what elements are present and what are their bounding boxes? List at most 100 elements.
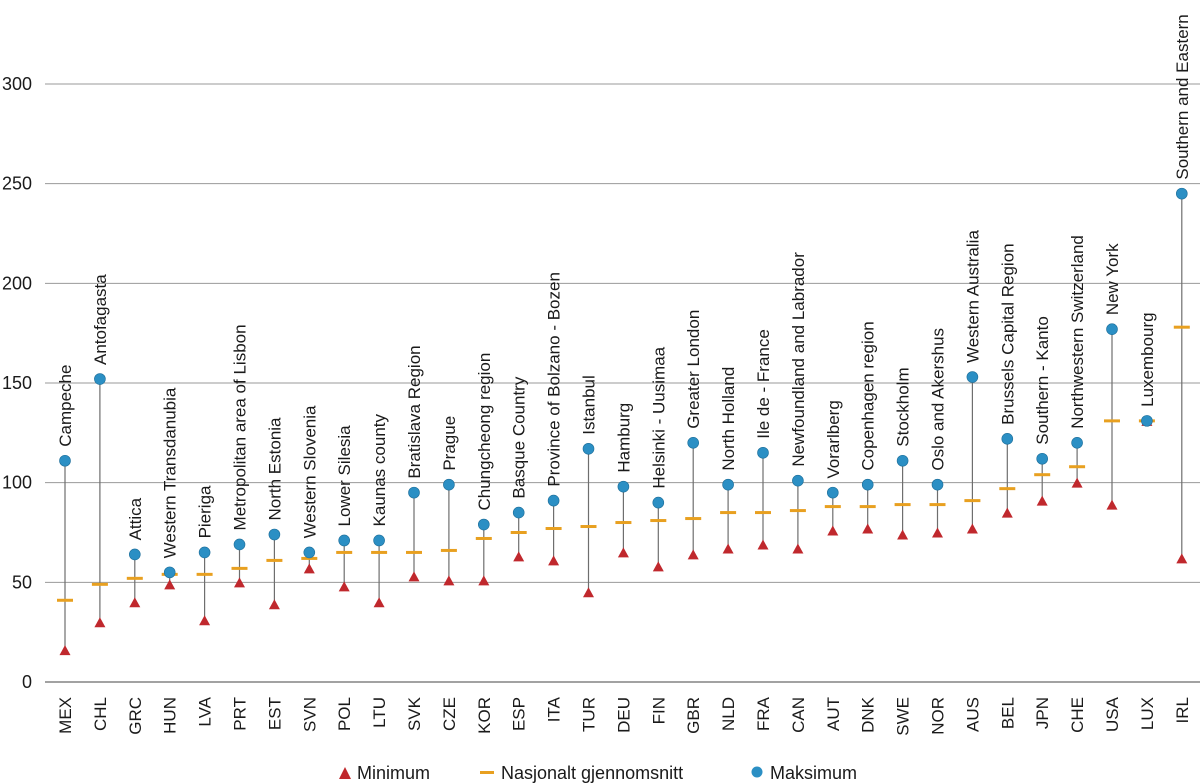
maximum-marker [896, 454, 909, 467]
minimum-marker [164, 579, 176, 590]
x-axis-ticks: MEX CHL GRC HUN LVA PRT EST SVN POL LTU SVK CZE KOR E… [56, 696, 1192, 735]
region-label: Brussels Capital Region [998, 243, 1017, 424]
average-marker [57, 598, 73, 602]
y-tick-label: 100 [2, 473, 32, 493]
maximum-marker [1106, 323, 1118, 335]
minimum-marker [757, 539, 769, 550]
minimum-marker [373, 597, 385, 608]
region-label: Stockholm [894, 367, 913, 446]
legend-maximum-label: Maksimum [770, 763, 857, 783]
minimum-marker [338, 581, 350, 592]
average-marker [1034, 473, 1051, 477]
minimum-marker [268, 599, 280, 610]
x-tick-label: AUS [963, 697, 982, 732]
region-label: Northwestern Switzerland [1068, 235, 1087, 429]
maximum-marker [94, 373, 106, 385]
minimum-marker [862, 523, 874, 534]
y-tick-label: 200 [2, 273, 32, 293]
maximum-marker [687, 436, 700, 449]
region-label: Metropolitan area of Lisbon [231, 324, 250, 530]
average-marker [685, 517, 702, 521]
average-marker [231, 566, 248, 570]
x-tick-label: MEX [56, 697, 75, 734]
gridlines [45, 83, 1200, 583]
region-label: Western Transdanubia [161, 387, 180, 558]
average-marker [1104, 419, 1120, 423]
maximum-marker [1001, 433, 1014, 445]
average-marker [615, 521, 632, 525]
region-label: Chungcheong region [475, 353, 494, 511]
maximum-marker [268, 528, 281, 541]
region-label: Lower Silesia [335, 425, 354, 527]
x-tick-label: SVN [300, 697, 319, 732]
region-label: New York [1103, 243, 1122, 315]
minimum-marker [94, 617, 106, 628]
minimum-marker [932, 527, 943, 538]
average-markers [57, 325, 1190, 602]
maximum-marker [198, 546, 211, 559]
x-tick-label: SVK [405, 696, 424, 731]
region-label: Hamburg [614, 403, 633, 473]
maximum-marker [582, 442, 595, 455]
maximum-marker [652, 496, 665, 509]
maximum-marker [1036, 452, 1048, 465]
maximum-marker [338, 534, 351, 547]
x-tick-label: ESP [510, 697, 529, 731]
maximum-marker [722, 478, 734, 491]
x-tick-label: PRT [231, 697, 250, 731]
average-marker [301, 556, 318, 560]
maximum-marker [1141, 415, 1153, 427]
x-tick-label: LTU [370, 697, 389, 728]
x-tick-label: TUR [580, 697, 599, 732]
maximum-marker [1071, 436, 1083, 449]
x-tick-label: FIN [649, 697, 668, 724]
region-label: Luxembourg [1138, 312, 1157, 407]
y-axis-ticks: 0 50 100 150 200 250 300 [2, 74, 32, 692]
average-marker [789, 509, 806, 513]
x-tick-label: FRA [754, 696, 773, 731]
average-marker [859, 505, 876, 509]
minimum-marker [513, 551, 525, 562]
region-label: Istanbul [580, 375, 599, 435]
maximum-marker [1176, 187, 1188, 200]
maximum-marker [861, 478, 874, 491]
x-tick-label: BEL [998, 697, 1017, 729]
average-marker [336, 550, 353, 554]
x-tick-label: CHE [1068, 697, 1087, 733]
average-marker [126, 576, 143, 580]
average-marker [440, 548, 457, 552]
region-label: Helsinki - Uusimaa [649, 346, 668, 488]
x-tick-label: CZE [440, 697, 459, 731]
maximum-marker [547, 494, 560, 507]
region-label: Copenhagen region [859, 321, 878, 470]
minimum-marker [129, 597, 141, 608]
average-marker [894, 503, 911, 507]
region-label: Province of Bolzano - Bozen [545, 272, 564, 487]
average-marker [475, 536, 492, 540]
average-marker [999, 487, 1016, 491]
region-label: Southern - Kanto [1033, 316, 1052, 445]
minimum-marker [966, 523, 978, 534]
minimum-marker [722, 543, 734, 554]
y-tick-label: 300 [2, 74, 32, 94]
region-label: Western Slovenia [300, 405, 319, 538]
maximum-marker [617, 480, 630, 493]
x-tick-label: HUN [161, 697, 180, 734]
x-tick-label: LUX [1138, 697, 1157, 730]
region-label: Oslo and Akershus [929, 328, 948, 471]
legend-minimum-marker [339, 767, 351, 779]
minimum-marker [59, 645, 71, 656]
minimum-marker [1176, 553, 1188, 564]
maximum-marker [233, 538, 246, 551]
region-label: Vorarlberg [824, 400, 843, 478]
maximum-markers [59, 187, 1188, 579]
minimum-marker [548, 555, 560, 566]
maximum-marker [792, 474, 804, 487]
maximum-marker [408, 486, 420, 499]
region-label: Basque Country [510, 376, 529, 498]
minimum-marker [1036, 495, 1048, 506]
x-tick-label: NOR [929, 697, 948, 735]
region-label: Newfoundland and Labrador [789, 252, 808, 467]
region-label: Western Australia [963, 230, 982, 363]
